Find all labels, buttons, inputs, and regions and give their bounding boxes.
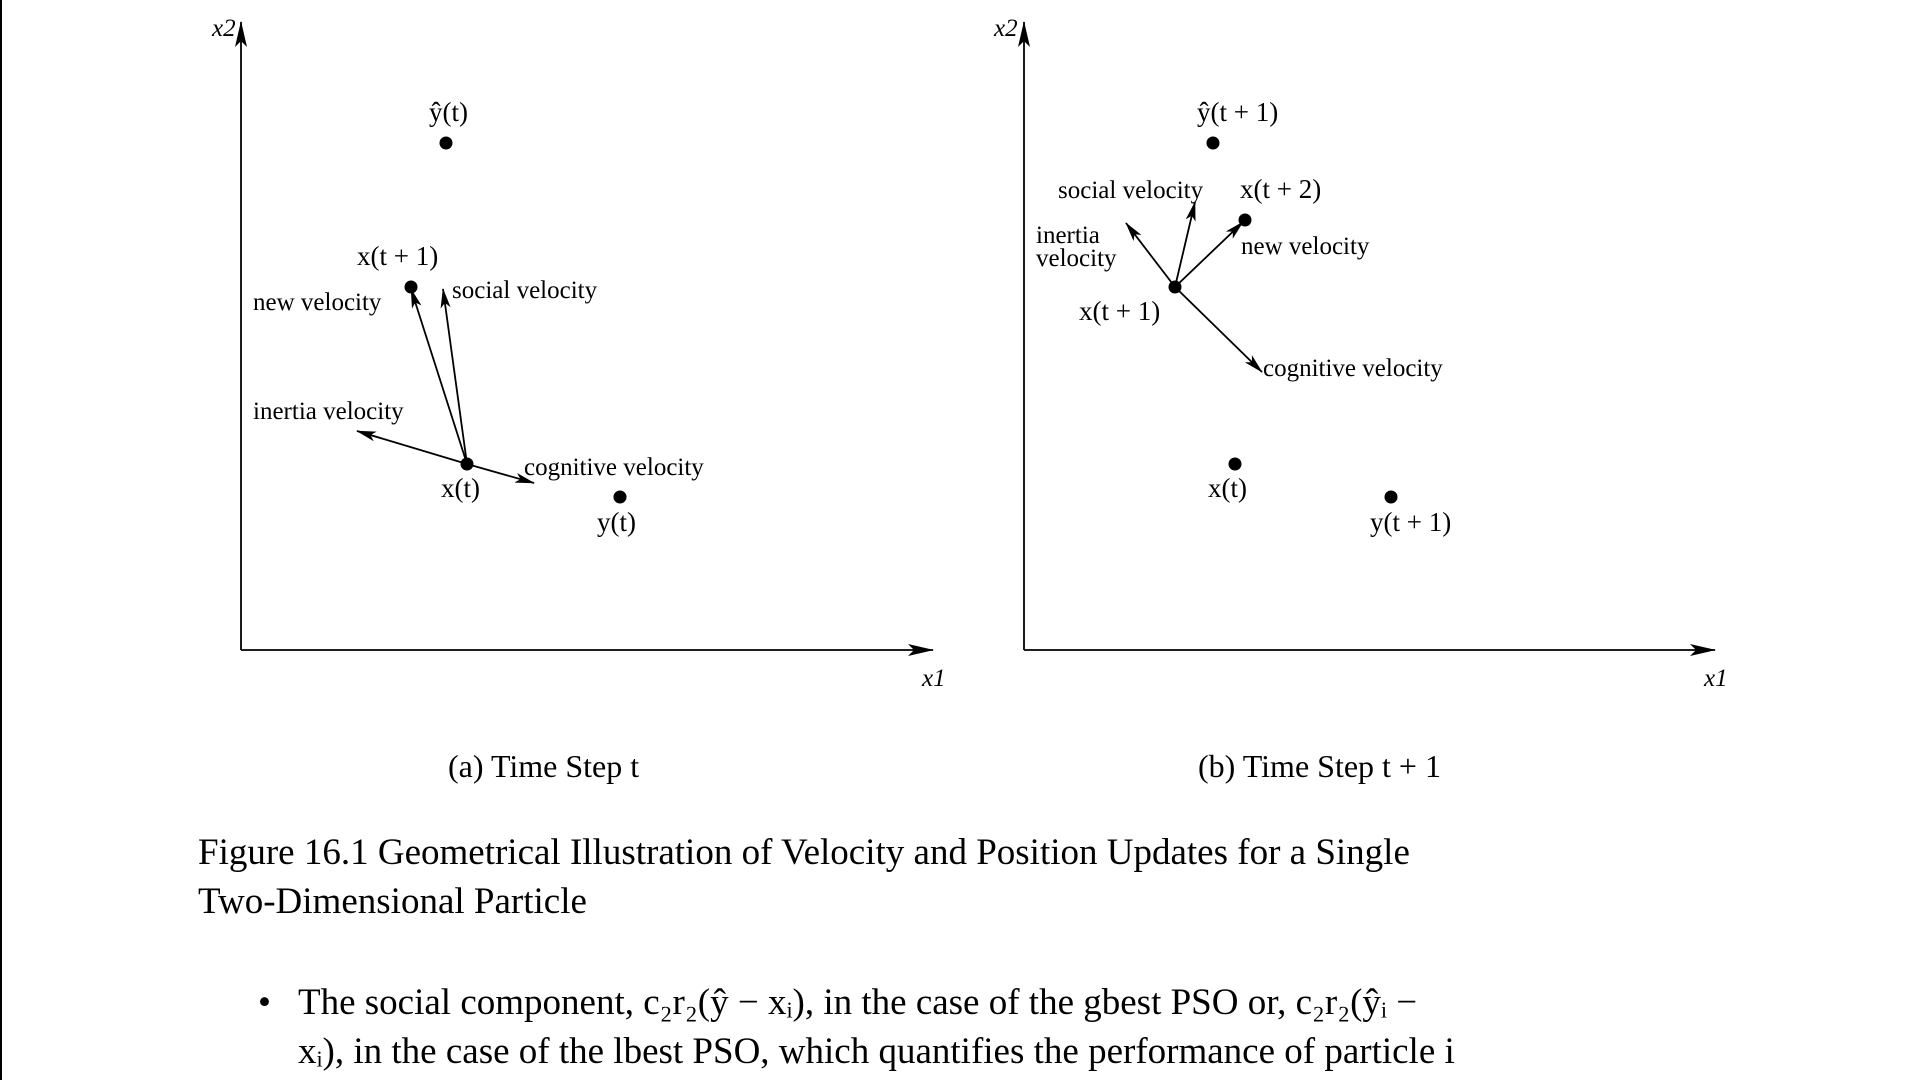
panel-b-label-yhat: ŷ(t + 1)	[1197, 97, 1278, 127]
panel-b-label-x-now: x(t)	[1208, 473, 1247, 503]
bullet-symbol: •	[258, 982, 271, 1023]
panel-a-inertia-velocity-arrow	[356, 430, 468, 465]
subcaption-a: (a) Time Step t	[448, 748, 640, 784]
panel-a-x-axis-label: x1	[921, 665, 946, 692]
panel-b-inertia-label-line2: velocity	[1036, 245, 1117, 272]
figure-caption: Figure 16.1 Geometrical Illustration of …	[198, 828, 1710, 926]
page-left-border	[0, 0, 2, 1080]
panel-b-label-x-next2: x(t + 2)	[1240, 174, 1321, 204]
panel-a-label-y: y(t)	[597, 507, 636, 537]
panel-b-social-velocity-label: social velocity	[1058, 177, 1204, 204]
panel-a-label-x-next: x(t + 1)	[357, 241, 438, 271]
velocity-figure: x2 x1 ŷ(t) x(t + 1) x(t) y(t) new veloci…	[211, 15, 1728, 692]
panel-b-label-y: y(t + 1)	[1370, 507, 1451, 537]
panel-a-label-x-now: x(t)	[441, 473, 480, 503]
panel-b-y-axis-label: x2	[993, 15, 1018, 42]
panel-b-point-x-now	[1228, 457, 1242, 471]
panel-b-new-velocity-label: new velocity	[1241, 233, 1370, 260]
panel-b-point-yhat	[1206, 136, 1220, 150]
panel-a-new-velocity-arrow	[410, 288, 468, 465]
panel-a-inertia-velocity-label: inertia velocity	[253, 398, 404, 425]
subcaption-b: (b) Time Step t + 1	[1198, 748, 1441, 784]
panel-a-point-yhat	[439, 136, 453, 150]
panel-b-inertia-velocity-arrow	[1125, 222, 1176, 288]
bullet-line2: xᵢ), in the case of the lbest PSO, which…	[298, 1031, 1455, 1072]
panel-b: x2 x1 ŷ(t + 1) x(t + 2) x(t + 1) x(t) y(…	[993, 15, 1728, 692]
panel-a-point-y	[613, 490, 627, 504]
panel-a-social-velocity-arrow	[440, 288, 468, 465]
panel-b-label-x-next: x(t + 1)	[1079, 296, 1160, 326]
figure-caption-line1: Figure 16.1 Geometrical Illustration of …	[198, 832, 1410, 873]
panel-b-point-y	[1384, 490, 1398, 504]
panel-b-social-velocity-arrow	[1174, 201, 1196, 288]
panel-a-new-velocity-label: new velocity	[253, 289, 382, 316]
bullet-text: The social component, c₂r₂(ŷ − xᵢ), in t…	[298, 978, 1710, 1076]
panel-b-cognitive-velocity-arrow	[1174, 286, 1263, 373]
panel-b-x-axis-label: x1	[1703, 665, 1728, 692]
figure-caption-line2: Two-Dimensional Particle	[198, 881, 587, 922]
panel-a-cognitive-velocity-label: cognitive velocity	[524, 454, 704, 481]
panel-a-cognitive-velocity-arrow	[466, 463, 535, 484]
panel-a: x2 x1 ŷ(t) x(t + 1) x(t) y(t) new veloci…	[211, 15, 946, 692]
bullet-line1: The social component, c₂r₂(ŷ − xᵢ), in t…	[298, 982, 1418, 1023]
panel-b-cognitive-velocity-label: cognitive velocity	[1263, 355, 1443, 382]
panel-a-label-yhat: ŷ(t)	[429, 97, 468, 127]
panel-b-inertia-label-line1: inertia	[1036, 222, 1100, 249]
panel-a-y-axis-label: x2	[211, 15, 236, 42]
panel-b-new-velocity-arrow	[1174, 221, 1244, 288]
panel-a-social-velocity-label: social velocity	[452, 277, 598, 304]
